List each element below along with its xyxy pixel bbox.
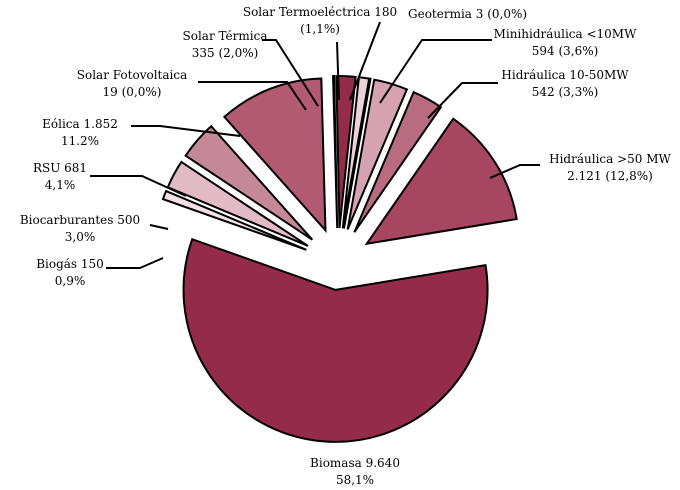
leader-line (262, 39, 319, 107)
slice-label: 2.121 (12,8%) (567, 169, 653, 183)
label-percent-labels: 11.2% (61, 134, 99, 148)
slice-label: Biogás 150 (36, 257, 104, 271)
label-value-labels: 335 (192, 46, 215, 60)
pie-slice (353, 90, 443, 233)
slice-label: 542 (3,3%) (532, 85, 599, 99)
label-categories: Solar Térmica (183, 29, 268, 43)
label-value-labels: 2.121 (567, 169, 601, 183)
slice-label: Biomasa 9.640 (310, 456, 400, 470)
slice-label: 3,0% (65, 230, 96, 244)
label-percent-labels: (0,0%) (487, 7, 527, 21)
slice-label: RSU 681 (33, 161, 87, 175)
slice-label: (1,1%) (300, 22, 340, 36)
label-percent-labels: (1,1%) (300, 22, 340, 36)
label-percent-labels: (3,6%) (558, 44, 598, 58)
leader-line (427, 82, 498, 119)
label-categories: Solar Termoeléctrica (243, 5, 371, 19)
label-categories: Minihidráulica <10MW (494, 27, 638, 41)
label-categories: Biomasa (310, 456, 362, 470)
label-percent-labels: (2,0%) (218, 46, 258, 60)
pie-slice (161, 189, 307, 251)
slice-label: Minihidráulica <10MW (494, 27, 638, 41)
label-value-labels: 9.640 (366, 456, 400, 470)
slice-label: Solar Termoeléctrica 180 (243, 5, 397, 19)
slice-label: 58,1% (336, 473, 374, 487)
label-categories: Eólica (42, 117, 80, 131)
leader-line (90, 175, 187, 197)
pie-slice (184, 124, 314, 241)
label-categories: RSU (33, 161, 60, 175)
label-value-labels: 542 (532, 85, 555, 99)
slice-label: 4,1% (45, 178, 76, 192)
pie-slice (332, 75, 339, 229)
slice-label: 19 (0,0%) (103, 85, 162, 99)
slice-label: 594 (3,6%) (532, 44, 599, 58)
label-value-labels: 1.852 (84, 117, 118, 131)
slice-label: 11.2% (61, 134, 99, 148)
label-categories: Biocarburantes (20, 213, 114, 227)
label-value-labels: 180 (374, 5, 397, 19)
pie-slice (364, 117, 518, 246)
label-percent-labels: 3,0% (65, 230, 96, 244)
pie-slice (342, 77, 372, 229)
label-percent-labels: 0,9% (55, 274, 86, 288)
label-percent-labels: (3,3%) (558, 85, 598, 99)
leader-line (379, 39, 492, 104)
leader-line (336, 41, 340, 101)
pie-slice (335, 75, 357, 229)
slice-label: Solar Térmica (183, 29, 268, 43)
label-value-labels: 681 (64, 161, 87, 175)
label-value-labels: 594 (532, 44, 555, 58)
slice-label: Eólica 1.852 (42, 117, 118, 131)
slice-label: Solar Fotovoltaica (77, 68, 187, 82)
leader-line (349, 21, 381, 101)
slice-label: Geotermia 3 (0,0%) (408, 7, 527, 21)
label-percent-labels: 58,1% (336, 473, 374, 487)
label-categories: Hidráulica 10-50MW (501, 68, 629, 82)
leader-line (106, 257, 164, 269)
slice-label: Hidráulica >50 MW (549, 152, 671, 166)
pie-slice (182, 237, 489, 443)
leader-line (131, 125, 241, 137)
label-categories: Hidráulica >50 MW (549, 152, 671, 166)
leader-line (198, 81, 307, 111)
slice-label: 0,9% (55, 274, 86, 288)
label-percent-labels: (0,0%) (122, 85, 162, 99)
label-categories: Solar Fotovoltaica (77, 68, 187, 82)
slice-label: 335 (2,0%) (192, 46, 259, 60)
pie-slice (222, 77, 327, 234)
label-percent-labels: 4,1% (45, 178, 76, 192)
slice-label: Biocarburantes 500 (20, 213, 140, 227)
leader-line (149, 224, 169, 230)
label-value-labels: 3 (476, 7, 484, 21)
label-percent-labels: (12,8%) (605, 169, 652, 183)
label-value-labels: 500 (117, 213, 140, 227)
label-value-labels: 150 (81, 257, 104, 271)
label-value-labels: 19 (103, 85, 118, 99)
label-categories: Biogás (36, 257, 77, 271)
label-categories: Geotermia (408, 7, 472, 21)
slice-label: Hidráulica 10-50MW (501, 68, 629, 82)
pie-slice (346, 78, 409, 230)
leader-line (489, 164, 540, 179)
